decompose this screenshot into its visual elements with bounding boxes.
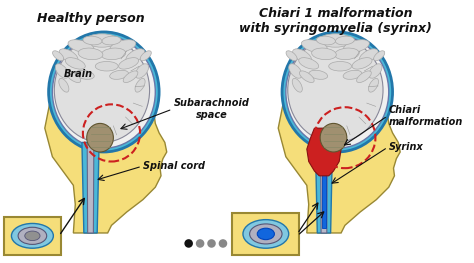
Ellipse shape (250, 224, 282, 244)
Ellipse shape (292, 49, 311, 63)
Ellipse shape (309, 70, 328, 79)
Ellipse shape (18, 227, 46, 244)
FancyBboxPatch shape (232, 213, 299, 255)
Polygon shape (82, 143, 99, 233)
Polygon shape (307, 128, 341, 176)
Ellipse shape (109, 70, 128, 79)
Ellipse shape (55, 64, 69, 78)
Circle shape (184, 239, 193, 248)
Polygon shape (87, 143, 94, 233)
Ellipse shape (282, 32, 392, 152)
Ellipse shape (83, 36, 102, 45)
Ellipse shape (68, 40, 94, 53)
Ellipse shape (53, 51, 64, 61)
Ellipse shape (300, 71, 314, 83)
Ellipse shape (289, 64, 302, 78)
Ellipse shape (136, 64, 148, 78)
Polygon shape (320, 143, 327, 233)
Ellipse shape (11, 224, 54, 248)
Ellipse shape (126, 49, 145, 63)
Ellipse shape (369, 64, 382, 78)
Ellipse shape (311, 48, 337, 60)
Ellipse shape (53, 36, 155, 148)
Polygon shape (315, 143, 333, 233)
Ellipse shape (320, 123, 347, 152)
Polygon shape (321, 161, 326, 228)
Ellipse shape (328, 62, 352, 71)
Ellipse shape (85, 34, 118, 47)
Ellipse shape (123, 71, 138, 83)
Ellipse shape (319, 34, 352, 47)
Ellipse shape (55, 38, 150, 143)
Circle shape (207, 239, 216, 248)
Ellipse shape (336, 36, 355, 45)
Circle shape (196, 239, 204, 248)
Ellipse shape (25, 231, 40, 241)
Ellipse shape (374, 51, 385, 61)
Text: Brain: Brain (64, 69, 93, 79)
Ellipse shape (288, 38, 383, 143)
Circle shape (219, 239, 227, 248)
Ellipse shape (356, 71, 371, 83)
Ellipse shape (110, 40, 136, 53)
Ellipse shape (316, 36, 336, 45)
Ellipse shape (299, 58, 319, 69)
Text: Chiari 1 malformation
with syringomyelia (syrinx): Chiari 1 malformation with syringomyelia… (239, 7, 432, 35)
Ellipse shape (352, 58, 372, 69)
Ellipse shape (343, 40, 369, 53)
Ellipse shape (87, 123, 113, 152)
Text: Spinal cord: Spinal cord (143, 161, 205, 171)
Text: Subarachnoid
space: Subarachnoid space (173, 98, 249, 120)
Ellipse shape (102, 36, 121, 45)
Polygon shape (278, 59, 400, 233)
Ellipse shape (140, 51, 151, 61)
Ellipse shape (286, 51, 297, 61)
FancyBboxPatch shape (4, 217, 61, 255)
Ellipse shape (335, 48, 359, 60)
Ellipse shape (78, 48, 103, 60)
Ellipse shape (59, 49, 78, 63)
Text: Healthy person: Healthy person (36, 12, 144, 25)
Ellipse shape (49, 32, 159, 152)
Ellipse shape (286, 36, 389, 148)
Ellipse shape (95, 62, 118, 71)
Ellipse shape (101, 48, 126, 60)
Polygon shape (45, 59, 167, 233)
Ellipse shape (59, 78, 69, 92)
Ellipse shape (368, 78, 379, 92)
Text: Chiari
malformation: Chiari malformation (389, 105, 463, 127)
Ellipse shape (359, 49, 378, 63)
Ellipse shape (65, 58, 85, 69)
Ellipse shape (135, 78, 145, 92)
Ellipse shape (66, 71, 81, 83)
Ellipse shape (343, 70, 362, 79)
Ellipse shape (243, 220, 289, 248)
Text: Syrinx: Syrinx (389, 142, 423, 152)
Ellipse shape (75, 70, 94, 79)
Ellipse shape (257, 228, 274, 240)
Ellipse shape (301, 40, 328, 53)
Ellipse shape (118, 58, 138, 69)
Ellipse shape (292, 78, 302, 92)
